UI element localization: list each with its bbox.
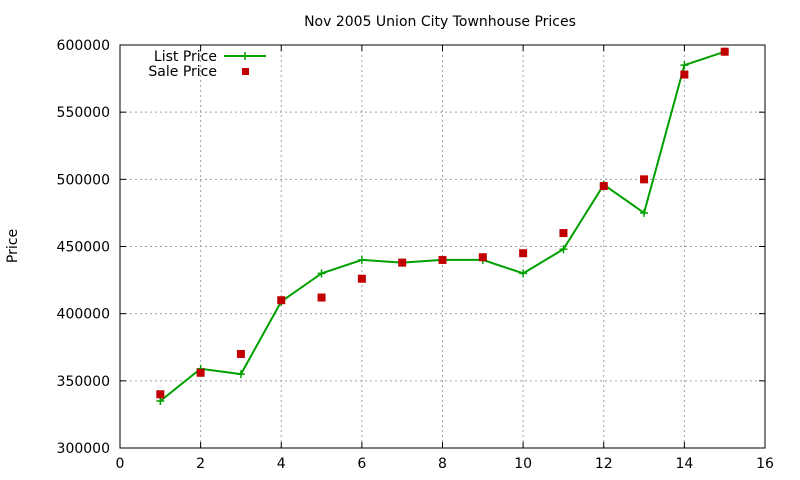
x-tick-label: 4 (277, 456, 286, 472)
x-tick-label: 14 (675, 456, 693, 472)
y-tick-label: 350000 (57, 374, 110, 390)
sale-price-point (599, 182, 608, 191)
list-price-point (156, 396, 165, 405)
axis-ticks: 300000 350000 400000 450000 500000 550000 6000… (57, 38, 774, 472)
sale-price-point (478, 253, 487, 262)
y-axis-label: Price (5, 229, 21, 263)
y-tick-label: 300000 (57, 441, 110, 457)
sale-price-point (519, 249, 528, 258)
legend-marker-sale-price (242, 68, 249, 75)
legend-label-list-price: List Price (154, 49, 217, 65)
y-tick-label: 500000 (57, 172, 110, 188)
y-tick-label: 600000 (57, 38, 110, 54)
sale-price-point (640, 175, 649, 184)
list-price-point (519, 269, 528, 278)
y-tick-label: 550000 (57, 105, 110, 121)
x-tick-label: 6 (357, 456, 366, 472)
grid (120, 45, 765, 448)
sale-price-point (156, 390, 165, 399)
legend-plus (241, 52, 249, 60)
list-price-point (559, 245, 568, 254)
sale-price-point (680, 70, 689, 79)
list-price-point (236, 370, 245, 379)
x-tick-label: 12 (595, 456, 613, 472)
x-tick-label: 16 (756, 456, 774, 472)
legend-label-sale-price: Sale Price (148, 64, 217, 80)
legend: List Price Sale Price (148, 49, 266, 80)
legend-marker-list-price (241, 52, 249, 60)
x-tick-label: 10 (514, 456, 532, 472)
sale-price-point (438, 255, 447, 264)
x-tick-label: 2 (196, 456, 205, 472)
list-price-point (640, 208, 649, 217)
sale-price-point (277, 296, 286, 305)
sale-price-point (720, 47, 729, 56)
sale-price-point (398, 258, 407, 267)
sale-price-point (559, 229, 568, 238)
y-tick-label: 450000 (57, 240, 110, 256)
sale-price-point (357, 274, 366, 283)
series-layer (156, 47, 729, 405)
sale-price-point (317, 293, 326, 302)
chart-title: Nov 2005 Union City Townhouse Prices (304, 14, 576, 30)
list-price-point (357, 255, 366, 264)
sale-price-point (196, 368, 205, 377)
list-price-point (317, 269, 326, 278)
sale-price-point (236, 349, 245, 358)
list-price-point (680, 61, 689, 70)
x-tick-label: 0 (116, 456, 125, 472)
x-tick-label: 8 (438, 456, 447, 472)
y-tick-label: 400000 (57, 307, 110, 323)
